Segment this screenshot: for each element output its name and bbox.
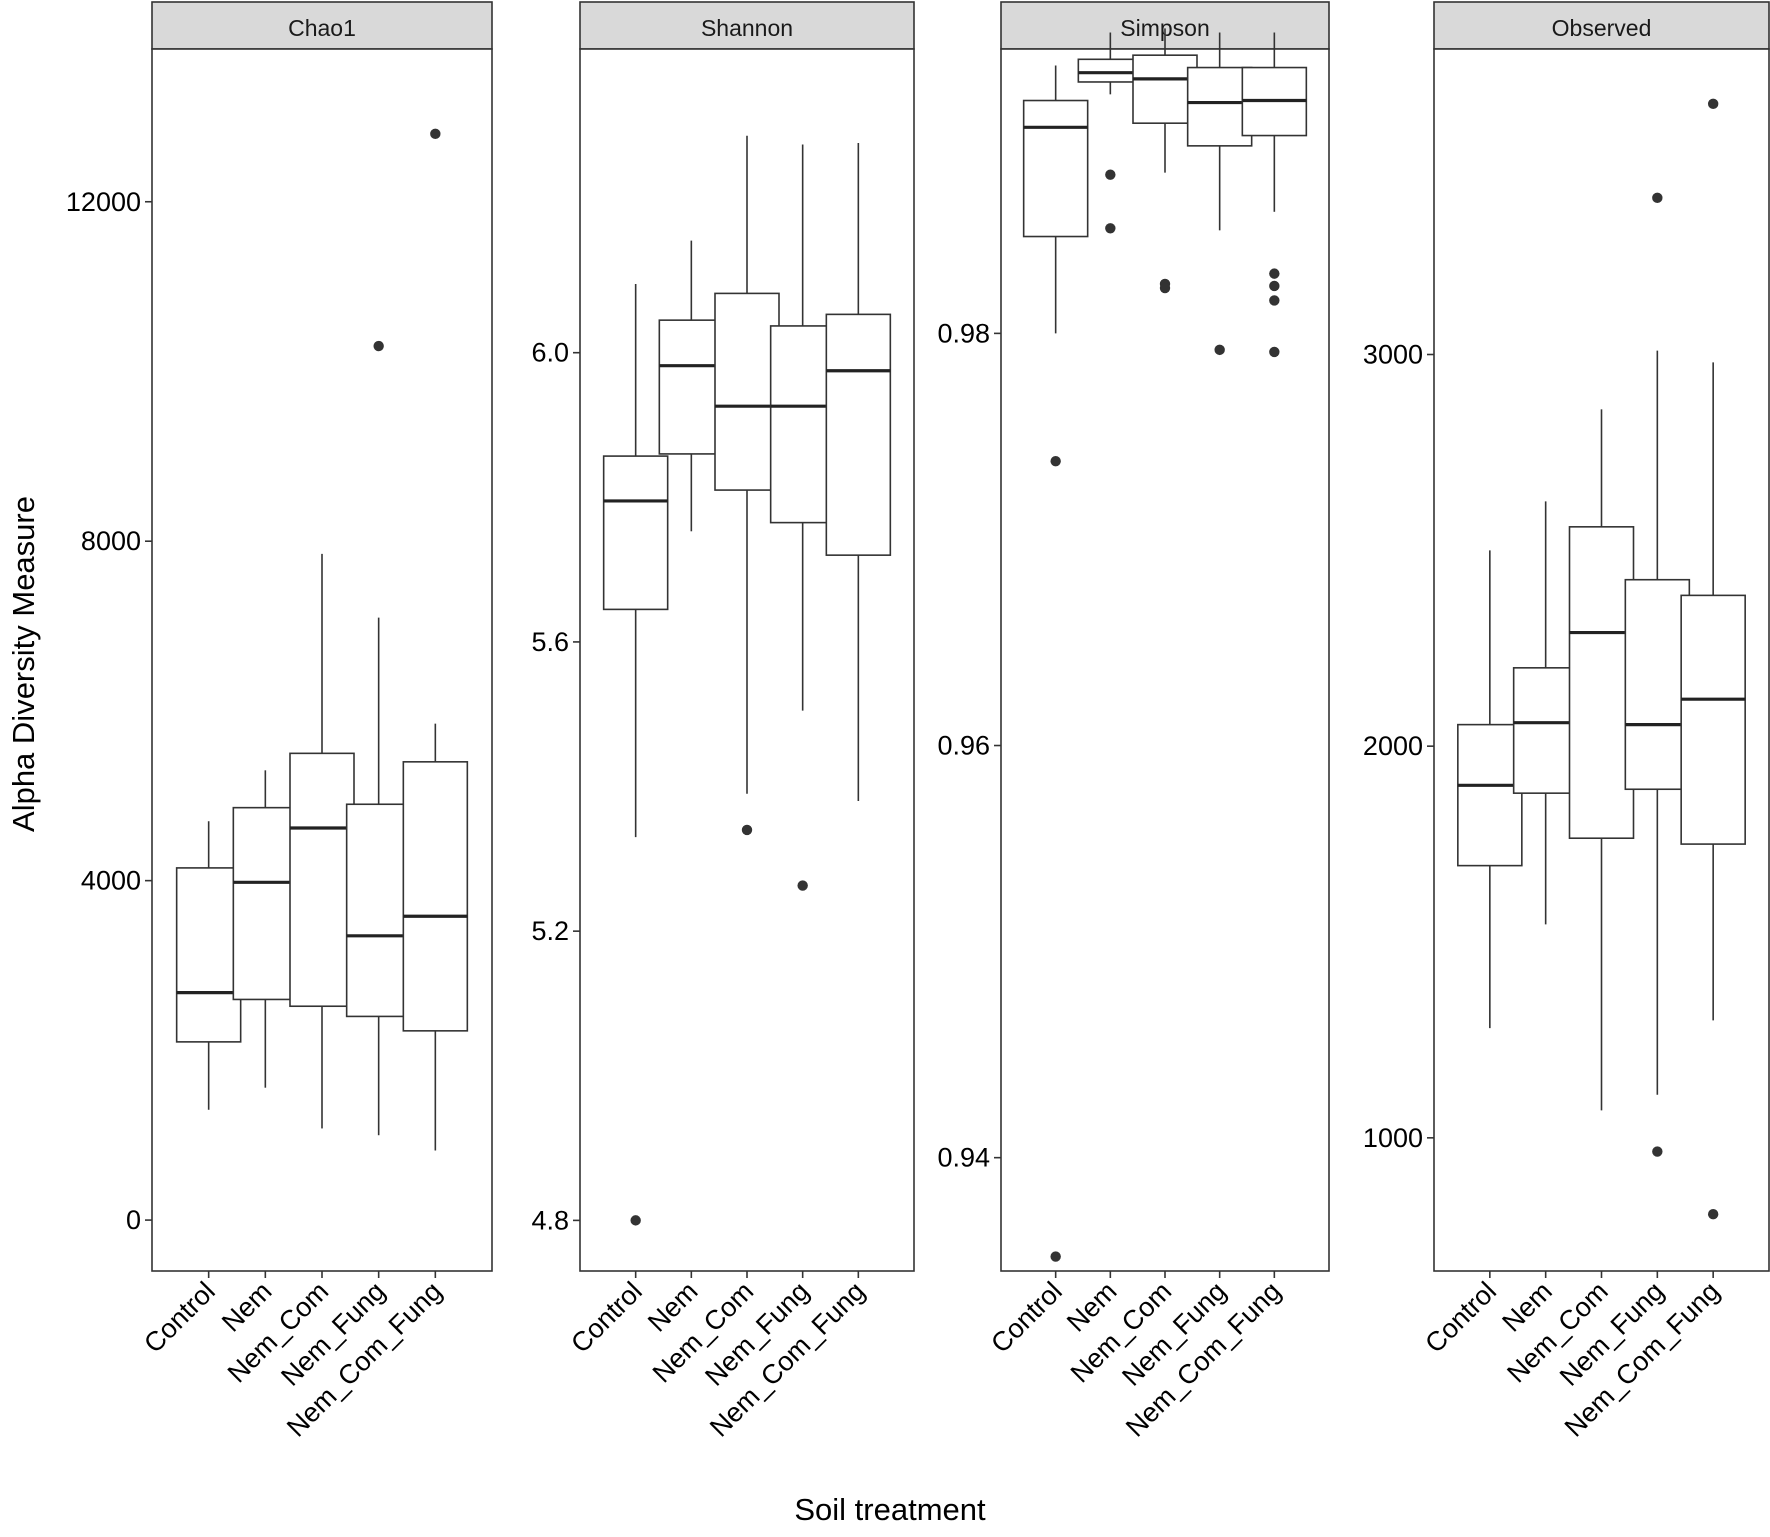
y-tick-label: 12000 (66, 187, 141, 217)
outlier-point (1269, 268, 1280, 279)
facet-strip-label: Chao1 (288, 15, 356, 41)
facet-strip (1433, 1, 1770, 50)
box-iqr (825, 313, 892, 556)
outlier-point (1159, 282, 1171, 294)
outlier-point (741, 824, 753, 836)
y-tick-label: 8000 (81, 526, 141, 556)
outlier-point (1707, 98, 1719, 110)
y-tick-label: 0 (126, 1205, 141, 1235)
box-control (602, 284, 669, 1226)
x-axis-title: Soil treatment (794, 1492, 986, 1527)
box-control (1457, 550, 1523, 1029)
x-tick-label: Control (1419, 1276, 1502, 1359)
y-tick-label: 2000 (1363, 731, 1423, 761)
outlier-point (630, 1215, 641, 1226)
box-iqr (175, 867, 242, 1043)
box-iqr (658, 319, 725, 455)
box-iqr (1568, 526, 1635, 840)
box-nem-com (714, 135, 780, 836)
y-tick-label: 0.94 (937, 1143, 990, 1173)
y-tick-label: 5.6 (531, 627, 569, 657)
box-nem-fung (1624, 192, 1691, 1157)
box-iqr (602, 455, 669, 611)
outlier-point (1269, 280, 1280, 292)
box-iqr (232, 806, 299, 1001)
y-tick-label: 0.98 (937, 318, 990, 348)
y-tick-label: 1000 (1363, 1123, 1423, 1153)
outlier-point (1105, 169, 1116, 180)
facet-strip (151, 1, 493, 50)
outlier-point (1707, 1209, 1719, 1220)
box-iqr (1624, 578, 1691, 791)
y-tick-label: 6.0 (531, 338, 569, 368)
box-nem-com-fung (1680, 98, 1746, 1220)
y-axis-title: Alpha Diversity Measure (6, 496, 41, 832)
facet-strip-label: Observed (1552, 15, 1652, 41)
box-nem-fung (1186, 32, 1253, 356)
box-iqr (1457, 723, 1523, 867)
x-tick-label: Control (985, 1276, 1068, 1359)
box-iqr (1680, 594, 1746, 845)
box-nem (658, 240, 725, 532)
box-nem-fung (345, 340, 412, 1136)
outlier-point (1214, 344, 1225, 356)
box-nem (232, 770, 299, 1088)
box-nem-fung (769, 144, 836, 891)
outlier-point (1269, 346, 1280, 358)
box-iqr (289, 752, 355, 1008)
box-nem-com (1132, 28, 1198, 294)
outlier-point (1269, 295, 1280, 306)
box-nem (1512, 501, 1579, 925)
box-nem-com (1568, 409, 1635, 1111)
outlier-point (430, 128, 441, 140)
box-iqr (402, 761, 469, 1032)
facet-strip (579, 1, 915, 50)
box-nem-com-fung (825, 143, 892, 801)
facet-strip-label: Shannon (701, 15, 793, 41)
y-tick-label: 3000 (1363, 340, 1423, 370)
panel-shannon: Shannon4.85.25.66.0ControlNemNem_ComNem_… (531, 1, 915, 1443)
box-iqr (714, 292, 780, 491)
outlier-point (1652, 1146, 1663, 1157)
box-iqr (1512, 667, 1579, 794)
outlier-point (1050, 1251, 1061, 1262)
box-iqr (1186, 66, 1253, 147)
panel-chao1: Chao104000800012000ControlNemNem_ComNem_… (66, 1, 493, 1443)
outlier-point (797, 880, 808, 891)
x-tick-label: Control (138, 1276, 221, 1359)
box-control (1022, 65, 1089, 1262)
y-tick-label: 4.8 (531, 1205, 569, 1235)
box-nem (1077, 32, 1144, 234)
box-nem-com-fung (402, 128, 469, 1151)
box-nem-com-fung (1241, 32, 1308, 358)
y-tick-label: 0.96 (937, 731, 990, 761)
box-iqr (769, 325, 836, 524)
outlier-point (1105, 223, 1116, 234)
box-iqr (1022, 99, 1089, 238)
box-iqr (345, 803, 412, 1018)
x-tick-label: Control (565, 1276, 648, 1359)
box-control (175, 821, 242, 1110)
y-tick-label: 4000 (81, 866, 141, 896)
box-iqr (1132, 54, 1198, 124)
y-tick-label: 5.2 (531, 916, 569, 946)
panel-observed: Observed100020003000ControlNemNem_ComNem… (1363, 1, 1770, 1443)
outlier-point (1050, 455, 1061, 467)
panel-simpson: Simpson0.940.960.98ControlNemNem_ComNem_… (937, 1, 1330, 1443)
outlier-point (1652, 192, 1663, 204)
facet-panels: Chao104000800012000ControlNemNem_ComNem_… (66, 1, 1770, 1443)
outlier-point (373, 340, 384, 352)
